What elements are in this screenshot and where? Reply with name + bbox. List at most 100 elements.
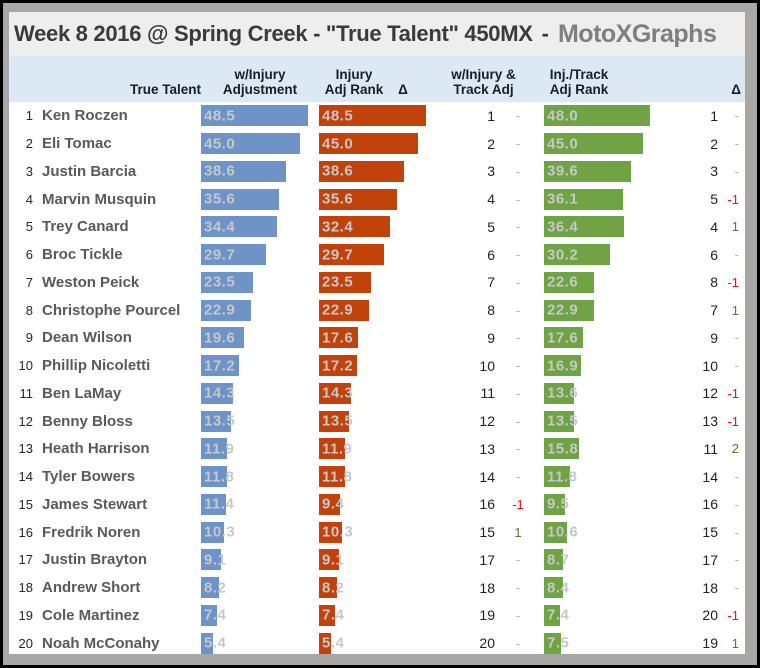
injury-rank-delta: - [515, 219, 521, 235]
track-adj-rank: 5 [710, 191, 718, 208]
true-talent-cell: 38.6 [201, 160, 319, 182]
header-line: Track Adj [453, 82, 514, 97]
true-talent-value: 35.6 [204, 190, 236, 208]
true-talent-bar [201, 133, 300, 155]
table-row: 18 Andrew Short 8.2 8.2 18-8.4 18- [9, 574, 745, 602]
injury-rank-delta: - [515, 552, 521, 568]
true-talent-cell: 5.4 [201, 632, 319, 654]
injury-adjusted-bar [319, 271, 371, 293]
row-rank-number: 18 [18, 580, 33, 596]
table-row: 16 Fredrik Noren 10.3 10.3 15 1 10.6 15- [9, 518, 745, 546]
injury-rank-delta: - [515, 385, 521, 401]
column-header-true-talent: True Talent [9, 82, 201, 97]
injury-adjusted-value: 22.9 [322, 301, 354, 319]
injury-adjusted-bar [319, 105, 426, 127]
header-line: Injury [335, 67, 373, 82]
injury-track-adjusted-value: 13.6 [547, 384, 579, 402]
row-rank-number: 10 [18, 358, 33, 374]
injury-track-adjusted-cell: 9.5 [544, 493, 662, 515]
injury-track-adjusted-bar [544, 632, 561, 654]
injury-adj-rank: 17 [479, 551, 495, 568]
true-talent-cell: 19.6 [201, 327, 319, 349]
injury-adjusted-bar [319, 355, 357, 377]
rider-name: Ben LaMay [42, 384, 122, 402]
injury-rank-delta: - [515, 302, 521, 318]
injury-rank-delta: - [515, 469, 521, 485]
injury-adjusted-cell: 11.9 [319, 438, 437, 460]
true-talent-cell: 23.5 [201, 271, 319, 293]
injury-adj-rank: 20 [479, 635, 495, 652]
header-line: w/Injury [234, 67, 286, 82]
true-talent-value: 13.5 [204, 412, 236, 430]
table-row: 17 Justin Brayton 9.1 9.1 17-8.7 17- [9, 546, 745, 574]
injury-adjusted-bar [319, 410, 349, 432]
injury-adj-rank: 16 [479, 496, 495, 513]
true-talent-bar [201, 577, 219, 599]
true-talent-value: 11.4 [204, 495, 235, 513]
table-row: 6 Broc Tickle 29.7 29.7 6-30.2 6- [9, 241, 745, 269]
table-row: 7 Weston Peick 23.5 23.5 7 - 22.6 8 -1 [9, 269, 745, 297]
injury-adjusted-cell: 22.9 [319, 299, 437, 321]
header-line: Inj./Track [549, 67, 609, 82]
row-rank-number: 6 [25, 247, 33, 263]
track-adj-rank: 12 [702, 385, 718, 402]
rider-name: Marvin Musquin [42, 190, 157, 208]
injury-adjusted-bar [319, 604, 336, 626]
injury-adj-rank: 6 [487, 246, 495, 263]
brand-logo-text: MotoXGraphs [557, 19, 717, 48]
injury-adjusted-bar [319, 521, 342, 543]
injury-track-adjusted-value: 9.5 [547, 495, 570, 513]
true-talent-bar [201, 549, 221, 571]
rider-name: Phillip Nicoletti [42, 357, 151, 375]
injury-adjusted-bar [319, 577, 337, 599]
true-talent-cell: 34.4 [201, 216, 319, 238]
true-talent-bar [201, 105, 308, 127]
injury-rank-delta: - [515, 635, 521, 651]
true-talent-cell: 10.3 [201, 521, 319, 543]
injury-adjusted-cell: 23.5 [319, 271, 437, 293]
row-rank-number: 16 [18, 524, 33, 540]
true-talent-value: 23.5 [204, 273, 236, 291]
injury-track-adjusted-cell: 7.5 [544, 632, 662, 654]
true-talent-cell: 14.3 [201, 382, 319, 404]
injury-adjusted-value: 7.4 [322, 606, 345, 624]
injury-track-adjusted-value: 39.6 [547, 162, 579, 180]
track-adj-rank: 9 [710, 329, 718, 346]
true-talent-bar [201, 410, 231, 432]
delta-symbol: Δ [398, 82, 408, 97]
true-talent-bar [201, 632, 213, 654]
injury-track-adjusted-bar [544, 549, 564, 571]
track-rank-delta: - [734, 163, 739, 179]
row-rank-number: 7 [25, 274, 33, 290]
injury-adjusted-cell: 17.6 [319, 327, 437, 349]
injury-track-adjusted-cell: 7.4 [544, 604, 662, 626]
injury-adj-rank: 5 [487, 218, 495, 235]
true-talent-bar [201, 271, 253, 293]
injury-adjusted-cell: 32.4 [319, 216, 437, 238]
track-rank-delta: - [734, 247, 739, 263]
rider-name: Benny Bloss [42, 412, 133, 430]
injury-adj-rank: 15 [479, 524, 495, 541]
rider-name: Eli Tomac [42, 135, 112, 153]
table-row: 1 Ken Roczen 48.5 48.5 1-48.0 1- [9, 102, 745, 130]
injury-track-adjusted-bar [544, 466, 570, 488]
injury-rank-delta: -1 [512, 496, 524, 512]
injury-adjusted-value: 14.3 [322, 384, 354, 402]
injury-adjusted-value: 17.2 [322, 357, 354, 375]
track-rank-delta: -1 [727, 274, 739, 290]
injury-adjusted-value: 13.5 [322, 412, 354, 430]
table-row: 20 Noah McConahy 5.4 5.4 20 - 7.5 19 1 [9, 629, 745, 654]
rider-name: Ken Roczen [42, 107, 128, 125]
injury-adj-rank: 13 [479, 440, 495, 457]
rider-name: Heath Harrison [42, 440, 150, 458]
row-rank-number: 14 [18, 469, 33, 485]
track-adj-rank: 4 [710, 218, 718, 235]
chart-area: Week 8 2016 @ Spring Creek - "True Talen… [9, 12, 745, 654]
injury-rank-delta: - [515, 191, 521, 207]
rider-name: Cole Martinez [42, 606, 140, 624]
delta-symbol: Δ [731, 82, 741, 97]
injury-adjusted-value: 9.4 [322, 495, 345, 513]
injury-rank-delta: - [515, 441, 521, 457]
true-talent-bar [201, 521, 224, 543]
header-line: True Talent [129, 82, 201, 97]
